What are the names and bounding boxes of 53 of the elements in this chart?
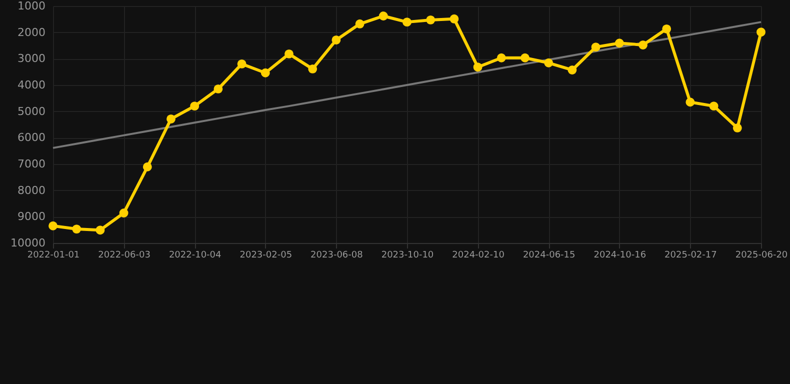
- point: [662, 24, 672, 34]
- point: [48, 221, 58, 230]
- point: [709, 102, 718, 111]
- point: [260, 68, 270, 78]
- x-tick-label: 2022-06-03: [98, 250, 150, 260]
- point: [426, 15, 436, 24]
- x-tick-label: 2024-10-16: [594, 250, 646, 260]
- point: [308, 64, 318, 74]
- point: [544, 58, 554, 68]
- point: [496, 53, 506, 62]
- y-tick-label: 6000: [18, 131, 46, 144]
- x-tick-label: 2025-06-20: [735, 250, 788, 260]
- point: [166, 114, 176, 124]
- y-tick-label: 10000: [10, 236, 46, 250]
- y-tick-label: 8000: [18, 184, 46, 197]
- point: [284, 49, 294, 58]
- point: [732, 123, 742, 132]
- x-tick-label: 2023-10-10: [381, 250, 434, 260]
- point: [614, 38, 624, 48]
- point: [591, 42, 600, 52]
- point: [119, 208, 128, 218]
- point: [520, 53, 530, 62]
- point: [402, 18, 412, 27]
- y-tick-label: 3000: [18, 52, 46, 66]
- point: [214, 84, 223, 94]
- x-tick-label: 2024-02-10: [452, 250, 505, 260]
- y-tick-label: 9000: [18, 210, 46, 224]
- point: [450, 14, 459, 24]
- point: [756, 28, 766, 37]
- point: [72, 224, 82, 234]
- y-tick-label: 2000: [18, 26, 46, 39]
- y-tick-label: 1000: [18, 0, 46, 12]
- point: [638, 40, 648, 50]
- point: [686, 98, 695, 107]
- point: [332, 36, 341, 44]
- line-series: [52, 21, 762, 149]
- x-tick-label: 2022-10-04: [168, 250, 222, 260]
- x-tick-label: 2023-02-05: [240, 250, 292, 260]
- x-tick-label: 2024-06-15: [522, 250, 576, 260]
- x-tick-label: 2022-01-01: [27, 250, 80, 260]
- point: [96, 226, 105, 235]
- y-tick-label: 4000: [18, 78, 46, 92]
- y-tick-label: 7000: [18, 158, 46, 170]
- point: [473, 62, 482, 72]
- point: [190, 102, 200, 111]
- point: [142, 162, 152, 172]
- point: [355, 19, 364, 28]
- x-tick-label: 2023-06-08: [310, 250, 364, 260]
- point: [378, 12, 388, 20]
- point: [237, 59, 246, 68]
- y-tick-label: 5000: [18, 104, 46, 118]
- point: [568, 66, 577, 74]
- x-tick-label: 2025-02-17: [664, 250, 717, 260]
